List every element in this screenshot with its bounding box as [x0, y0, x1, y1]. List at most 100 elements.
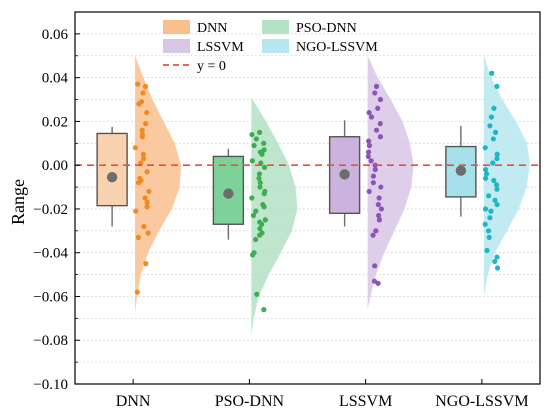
- legend-swatch: [262, 39, 289, 53]
- data-point: [487, 123, 493, 129]
- y-tick-label: 0.00: [42, 158, 68, 174]
- data-point: [256, 175, 262, 181]
- legend-label: DNN: [197, 21, 227, 36]
- data-point: [135, 234, 141, 240]
- series-group-dnn: [96, 55, 182, 314]
- data-point: [494, 254, 500, 260]
- data-point: [250, 212, 257, 219]
- y-tick-label: −0.10: [33, 377, 68, 393]
- data-point: [377, 134, 384, 140]
- data-point: [378, 206, 385, 212]
- data-point: [257, 180, 263, 186]
- data-point: [484, 247, 490, 254]
- data-point: [143, 261, 149, 267]
- data-point: [482, 175, 489, 181]
- y-tick-label: −0.08: [33, 333, 68, 349]
- data-point: [261, 164, 268, 170]
- data-point: [372, 263, 378, 269]
- plot-frame: [74, 11, 541, 385]
- data-point: [491, 105, 497, 111]
- data-point: [132, 145, 139, 151]
- data-point: [373, 127, 380, 133]
- box-dnn: [96, 132, 128, 207]
- data-point: [253, 236, 259, 243]
- x-tick-label: LSSVM: [339, 393, 392, 410]
- data-point: [144, 169, 150, 175]
- legend-label: LSSVM: [197, 40, 244, 55]
- data-point: [141, 156, 147, 162]
- data-point: [366, 188, 372, 195]
- violin-pso-dnn: [251, 97, 298, 336]
- data-point: [250, 252, 256, 258]
- data-point: [257, 226, 263, 232]
- data-point: [482, 221, 488, 227]
- y-tick-label: −0.02: [33, 202, 68, 218]
- data-point: [134, 289, 140, 295]
- data-point: [253, 136, 259, 142]
- data-point: [492, 129, 499, 135]
- legend-swatch: [163, 39, 190, 53]
- data-point: [257, 232, 263, 238]
- data-point: [487, 215, 493, 221]
- data-point: [142, 83, 149, 89]
- data-point: [261, 204, 267, 210]
- data-point: [135, 180, 142, 186]
- data-point: [249, 195, 255, 201]
- y-tick-label: −0.04: [33, 246, 68, 262]
- series-group-ngo-lssvm: [445, 55, 530, 297]
- data-point: [378, 184, 384, 190]
- data-point: [144, 204, 150, 210]
- data-point: [257, 129, 263, 135]
- data-point: [365, 149, 372, 155]
- y-tick-label: 0.04: [42, 71, 69, 87]
- data-point: [482, 145, 488, 151]
- data-point: [139, 127, 145, 133]
- y-axis: 0.06 0.04 0.02 0.00 −0.02 −0.04 −0.06 −0.08 −0.1…: [33, 27, 80, 393]
- y-tick-label: 0.02: [42, 114, 68, 130]
- data-point: [377, 96, 383, 103]
- data-point: [259, 151, 265, 157]
- data-point: [261, 191, 267, 197]
- data-point: [376, 212, 382, 219]
- y-tick-label: 0.06: [42, 27, 69, 43]
- data-point: [494, 186, 500, 192]
- data-point: [249, 131, 255, 138]
- data-point: [372, 90, 378, 96]
- data-point: [373, 228, 379, 234]
- data-point: [258, 160, 264, 166]
- mean-marker: [339, 169, 350, 180]
- data-point: [366, 138, 372, 144]
- data-point: [368, 158, 374, 164]
- data-point: [375, 201, 381, 208]
- data-point: [377, 121, 383, 127]
- x-axis: DNN PSO-DNN LSSVM NGO-LSSVM: [116, 379, 529, 410]
- data-point: [491, 177, 497, 184]
- data-point: [143, 121, 149, 127]
- data-point: [370, 232, 376, 238]
- data-point: [372, 166, 378, 173]
- series-group-pso-dnn: [212, 97, 298, 336]
- data-point: [259, 221, 265, 227]
- legend-label: NGO-LSSVM: [296, 40, 378, 55]
- data-point: [365, 153, 371, 160]
- data-point: [366, 142, 373, 149]
- data-point: [251, 142, 257, 149]
- data-point: [142, 195, 148, 201]
- data-point: [494, 83, 500, 89]
- series-group-lssvm: [328, 55, 414, 310]
- data-point: [375, 280, 381, 286]
- data-point: [370, 173, 377, 179]
- data-point: [488, 208, 494, 214]
- data-point: [139, 134, 146, 140]
- data-point: [482, 206, 489, 212]
- data-point: [261, 140, 267, 146]
- legend-ref-label: y = 0: [197, 59, 226, 74]
- data-point: [489, 70, 495, 76]
- data-point: [492, 258, 498, 265]
- data-point: [141, 223, 147, 230]
- data-point: [375, 105, 381, 111]
- y-tick-label: −0.06: [33, 289, 68, 305]
- legend-swatch: [163, 20, 190, 34]
